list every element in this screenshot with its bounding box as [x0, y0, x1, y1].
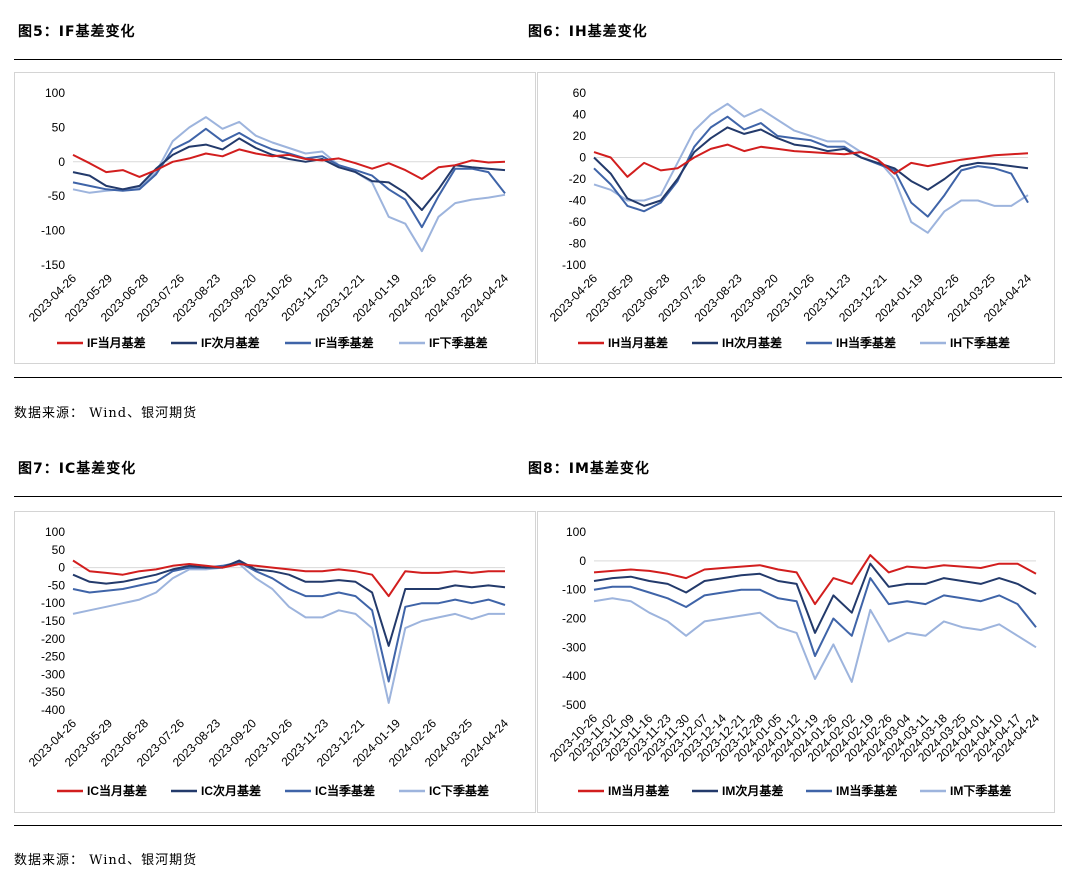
y-tick-label: -150	[41, 258, 65, 272]
y-tick-label: -50	[48, 189, 66, 203]
legend-label: IC次月基差	[201, 783, 261, 798]
series-line-current	[72, 559, 505, 598]
divider	[14, 825, 1062, 826]
y-tick-label: -20	[569, 172, 587, 186]
legend-label: IH当季基差	[836, 335, 896, 350]
series-line-quarter	[593, 115, 1029, 218]
chart-im: 1000-100-200-300-400-5002023-10-262023-1…	[547, 525, 1043, 798]
y-tick-label: 40	[573, 108, 587, 122]
chart-ic: 100500-50-100-150-200-250-300-350-400202…	[26, 525, 512, 798]
y-tick-label: -40	[569, 194, 587, 208]
chart-ih: 6040200-20-40-60-80-1002023-04-262023-05…	[547, 86, 1035, 350]
series-line-next	[72, 559, 506, 647]
y-tick-label: -100	[41, 224, 65, 238]
y-tick-label: 50	[52, 543, 66, 557]
y-tick-label: -80	[569, 237, 587, 251]
series-line-next	[593, 562, 1037, 634]
chart-panel-im: 100 0 -100 -200 -300 -400 -500 2023-10-26 2023-1…	[537, 511, 1055, 813]
y-tick-label: -500	[562, 698, 586, 712]
y-tick-label: -300	[41, 667, 65, 681]
legend-label: IF下季基差	[429, 335, 488, 350]
legend-label: IM当季基差	[836, 783, 897, 798]
y-tick-label: -100	[562, 258, 586, 272]
y-tick-label: 60	[573, 86, 587, 100]
y-tick-label: 0	[58, 561, 65, 575]
series-line-quarter	[72, 127, 506, 229]
y-tick-label: 20	[573, 129, 587, 143]
legend-label: IF当月基差	[87, 335, 146, 350]
y-tick-label: -50	[48, 578, 66, 592]
y-tick-label: -350	[41, 685, 65, 699]
legend-label: IC下季基差	[429, 783, 489, 798]
y-tick-label: -250	[41, 650, 65, 664]
series-line-next_quarter	[593, 597, 1037, 683]
legend-label: IH次月基差	[722, 335, 782, 350]
figure-title-8: 图8：IM基差变化	[528, 461, 650, 477]
source-note: 数据来源： Wind、银河期货	[14, 406, 198, 421]
source-note: 数据来源： Wind、银河期货	[14, 853, 198, 868]
chart-panel-ih: 60 40 20 0 -20 -40 -60 -80 -100 2023-04-26 2023-05…	[537, 72, 1055, 364]
series-line-current	[593, 143, 1029, 178]
y-tick-label: -400	[562, 669, 586, 683]
y-tick-label: 0	[58, 155, 65, 169]
y-tick-label: -150	[41, 614, 65, 628]
legend-label: IC当月基差	[87, 783, 147, 798]
divider	[14, 59, 1062, 60]
y-tick-label: 100	[45, 86, 65, 100]
legend-label: IM次月基差	[722, 783, 783, 798]
legend-label: IF次月基差	[201, 335, 260, 350]
series-line-next_quarter	[72, 563, 505, 704]
y-tick-label: 100	[566, 525, 586, 539]
series-line-next	[593, 126, 1029, 207]
y-tick-label: -200	[41, 632, 65, 646]
figure-title-7: 图7：IC基差变化	[18, 461, 137, 477]
series-line-current	[72, 148, 506, 180]
chart-panel-if: 100 50 0 -50 -100 -150 2023-04-26 2023-05-29 202…	[14, 72, 536, 364]
legend-label: IH当月基差	[608, 335, 668, 350]
chart-if: 100500-50-100-1502023-04-262023-05-29202…	[26, 86, 512, 350]
legend-label: IC当季基差	[315, 783, 375, 798]
y-tick-label: -400	[41, 703, 65, 717]
series-line-next_quarter	[72, 116, 506, 253]
legend-label: IF当季基差	[315, 335, 374, 350]
figure-title-5: 图5：IF基差变化	[18, 24, 136, 40]
legend-label: IM下季基差	[950, 783, 1011, 798]
series-line-quarter	[593, 577, 1037, 657]
y-tick-label: 50	[52, 120, 66, 134]
legend-label: IM当月基差	[608, 783, 669, 798]
y-tick-label: -100	[41, 596, 65, 610]
figure-title-6: 图6：IH基差变化	[528, 24, 648, 40]
chart-panel-ic: 100 50 0 -50 -100 -150 -200 -250 -300 -350 -400 202…	[14, 511, 536, 813]
divider	[14, 377, 1062, 378]
series-line-quarter	[72, 561, 506, 683]
y-tick-label: -300	[562, 640, 586, 654]
y-tick-label: -200	[562, 612, 586, 626]
y-tick-label: -100	[562, 583, 586, 597]
y-tick-label: -60	[569, 215, 587, 229]
divider	[14, 496, 1062, 497]
legend-label: IH下季基差	[950, 335, 1010, 350]
y-tick-label: 0	[579, 151, 586, 165]
y-tick-label: 0	[579, 554, 586, 568]
series-line-next_quarter	[593, 102, 1029, 234]
series-line-current	[593, 554, 1037, 606]
series-line-next	[72, 137, 506, 211]
y-tick-label: 100	[45, 525, 65, 539]
